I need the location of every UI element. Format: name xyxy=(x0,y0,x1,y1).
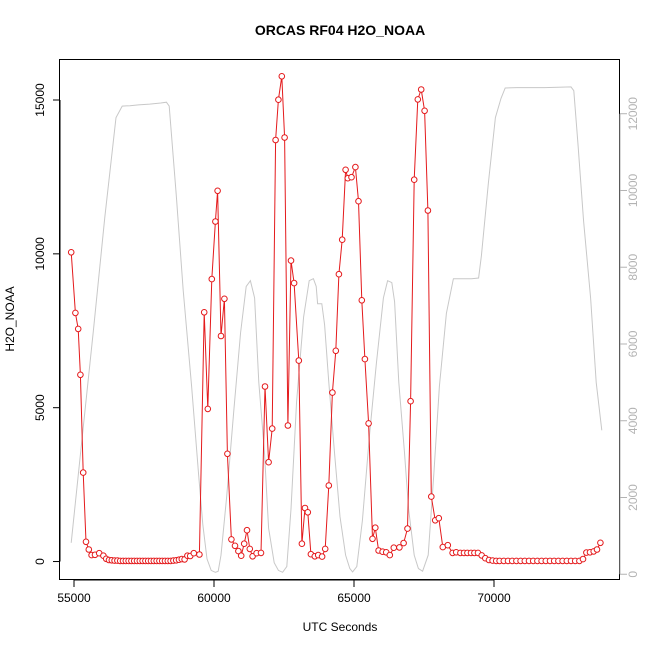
data-point xyxy=(410,176,418,183)
data-point xyxy=(287,257,295,264)
data-point xyxy=(278,73,286,80)
data-point xyxy=(400,539,407,547)
series-h2o xyxy=(67,73,604,565)
y-tick-label: 5000 xyxy=(33,394,47,421)
data-point xyxy=(332,347,340,355)
y-tick-label: 0 xyxy=(33,558,47,565)
y-right-tick-label: 2000 xyxy=(626,484,640,511)
data-point xyxy=(365,420,372,427)
data-point xyxy=(67,249,75,256)
data-point xyxy=(265,458,272,466)
data-point xyxy=(318,553,326,560)
data-point xyxy=(424,207,432,214)
data-point xyxy=(579,555,587,563)
data-point xyxy=(329,389,336,396)
data-point xyxy=(421,107,428,115)
series-right-axis xyxy=(70,86,603,573)
data-point xyxy=(335,270,343,278)
y-tick-label: 10000 xyxy=(33,237,47,271)
data-point xyxy=(321,545,329,553)
data-point xyxy=(338,236,346,243)
data-point xyxy=(386,551,394,559)
data-point xyxy=(355,197,362,205)
y-tick-label: 15000 xyxy=(33,83,47,117)
data-point xyxy=(79,469,87,476)
y-right-tick-label: 12000 xyxy=(626,97,640,131)
data-point xyxy=(348,173,355,181)
x-tick-label: 55000 xyxy=(57,591,91,605)
series-line xyxy=(70,76,601,562)
plot-area-frame xyxy=(59,59,620,580)
chart-title: ORCAS RF04 H2O_NOAA xyxy=(255,22,425,38)
y-right-tick-label: 0 xyxy=(626,571,640,578)
y-right-tick-label: 6000 xyxy=(626,330,640,357)
y-axis: 0 5000 10000 15000 xyxy=(33,83,61,565)
x-tick-label: 65000 xyxy=(337,591,371,605)
data-point xyxy=(414,96,422,103)
y-right-tick-label: 10000 xyxy=(626,173,640,207)
data-point xyxy=(407,397,414,405)
data-point xyxy=(204,405,212,413)
y-axis-label: H2O_NOAA xyxy=(3,286,17,351)
data-point xyxy=(240,540,248,548)
series-line xyxy=(70,86,603,573)
data-point xyxy=(214,187,221,195)
data-point xyxy=(428,493,435,500)
data-point xyxy=(208,275,216,283)
data-point xyxy=(281,134,288,141)
data-point xyxy=(435,514,443,522)
data-point xyxy=(290,279,298,287)
data-point xyxy=(369,535,376,543)
x-tick-label: 70000 xyxy=(477,591,511,605)
data-point xyxy=(212,218,219,225)
data-point xyxy=(190,549,198,557)
data-point xyxy=(352,163,359,171)
data-point xyxy=(404,525,411,532)
data-point xyxy=(358,297,366,304)
data-point xyxy=(235,547,242,555)
data-point xyxy=(268,425,276,432)
data-point xyxy=(77,371,84,379)
data-point xyxy=(444,541,452,549)
x-tick-label: 60000 xyxy=(197,591,231,605)
y-right-tick-label: 8000 xyxy=(626,254,640,281)
y-axis-right: 0 2000 4000 6000 8000 10000 12000 xyxy=(619,97,640,578)
data-point xyxy=(275,96,282,103)
data-point xyxy=(200,309,208,316)
data-point xyxy=(342,166,349,174)
data-point xyxy=(361,355,369,363)
data-point xyxy=(390,544,398,552)
data-point xyxy=(593,546,601,553)
data-point xyxy=(228,536,235,543)
data-point xyxy=(257,549,265,557)
data-point xyxy=(217,332,225,340)
x-axis-label: UTC Seconds xyxy=(303,620,378,634)
data-point xyxy=(372,524,379,532)
data-point xyxy=(224,450,231,458)
data-point xyxy=(295,357,303,364)
x-axis: 55000 60000 65000 70000 xyxy=(57,579,511,605)
data-point xyxy=(272,136,279,144)
data-point xyxy=(221,295,228,303)
data-point xyxy=(196,551,203,558)
data-point xyxy=(74,325,82,333)
data-point xyxy=(261,383,269,390)
data-point xyxy=(246,545,254,553)
series-layer xyxy=(67,73,604,573)
data-point xyxy=(597,539,604,547)
data-point xyxy=(304,509,312,516)
data-point xyxy=(417,86,425,93)
data-point xyxy=(284,422,292,429)
data-point xyxy=(231,542,239,550)
data-point xyxy=(396,544,403,551)
y-right-tick-label: 4000 xyxy=(626,407,640,434)
data-point xyxy=(85,546,93,553)
data-point xyxy=(325,482,333,489)
data-point xyxy=(82,538,90,546)
data-point xyxy=(243,526,251,534)
data-point xyxy=(72,309,79,317)
data-point xyxy=(237,552,245,560)
data-point xyxy=(298,540,306,548)
